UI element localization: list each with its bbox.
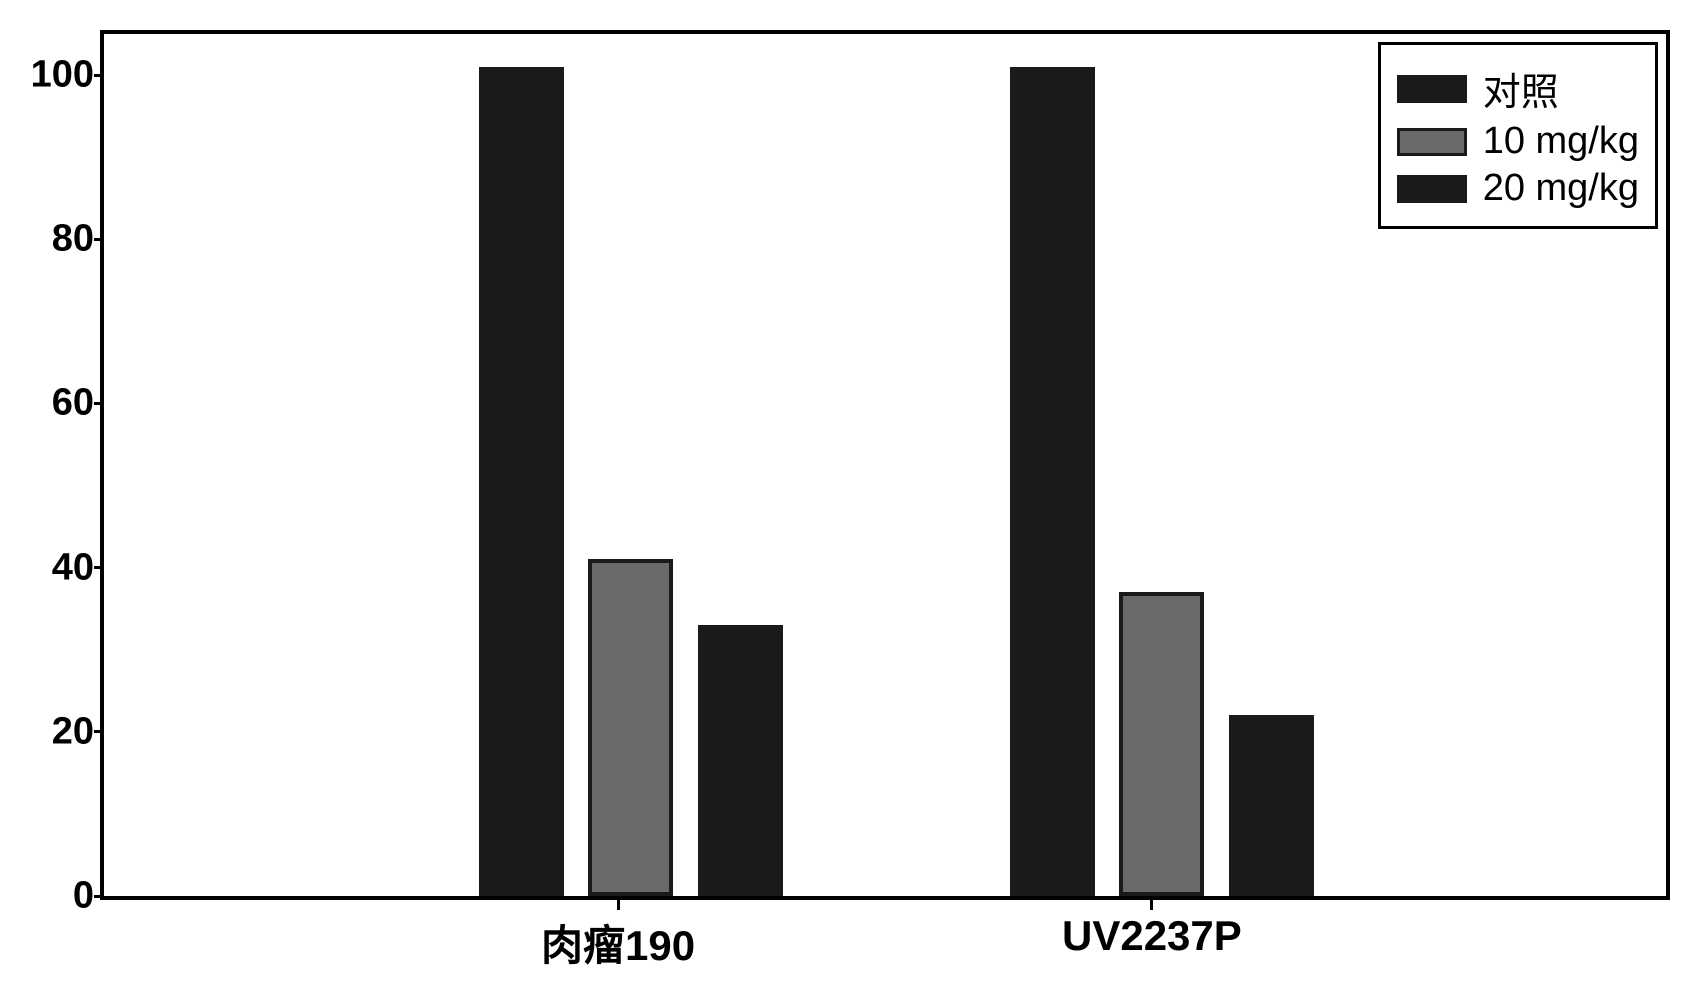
y-tick-label-40: 40	[52, 546, 94, 589]
legend-label-control: 对照	[1483, 61, 1559, 116]
legend-item-10: 10 mg/kg	[1397, 120, 1639, 163]
y-tick-label-100: 100	[31, 54, 94, 97]
bar-group1-20mg	[698, 625, 783, 896]
x-label-group1: 肉瘤190	[541, 912, 695, 973]
x-tick	[617, 900, 620, 910]
legend-label-10: 10 mg/kg	[1483, 120, 1639, 163]
y-tick-label-80: 80	[52, 218, 94, 261]
plot-area: 0 20 40 60 80 100 对照	[100, 30, 1670, 900]
y-tick-label-20: 20	[52, 710, 94, 753]
legend-item-control: 对照	[1397, 61, 1639, 116]
y-tick	[94, 730, 104, 733]
bar-group2-20mg	[1229, 715, 1314, 896]
y-axis: 0 20 40 60 80 100	[24, 34, 94, 896]
x-tick	[1150, 900, 1153, 910]
y-tick	[94, 895, 104, 898]
bar-group2-control	[1010, 67, 1095, 896]
x-label-group2: UV2237P	[1062, 912, 1242, 960]
bar-group1-control	[479, 67, 564, 896]
y-tick	[94, 238, 104, 241]
y-tick-label-0: 0	[73, 875, 94, 918]
legend: 对照 10 mg/kg 20 mg/kg	[1378, 42, 1658, 229]
legend-item-20: 20 mg/kg	[1397, 167, 1639, 210]
legend-swatch-20	[1397, 175, 1467, 203]
bar-group2-10mg	[1119, 592, 1204, 896]
y-tick	[94, 402, 104, 405]
y-tick	[94, 74, 104, 77]
legend-label-20: 20 mg/kg	[1483, 167, 1639, 210]
chart-container: 0 20 40 60 80 100 对照	[100, 30, 1670, 900]
y-tick-label-60: 60	[52, 382, 94, 425]
legend-swatch-control	[1397, 75, 1467, 103]
bar-group1-10mg	[588, 559, 673, 896]
y-tick	[94, 566, 104, 569]
legend-swatch-10	[1397, 128, 1467, 156]
